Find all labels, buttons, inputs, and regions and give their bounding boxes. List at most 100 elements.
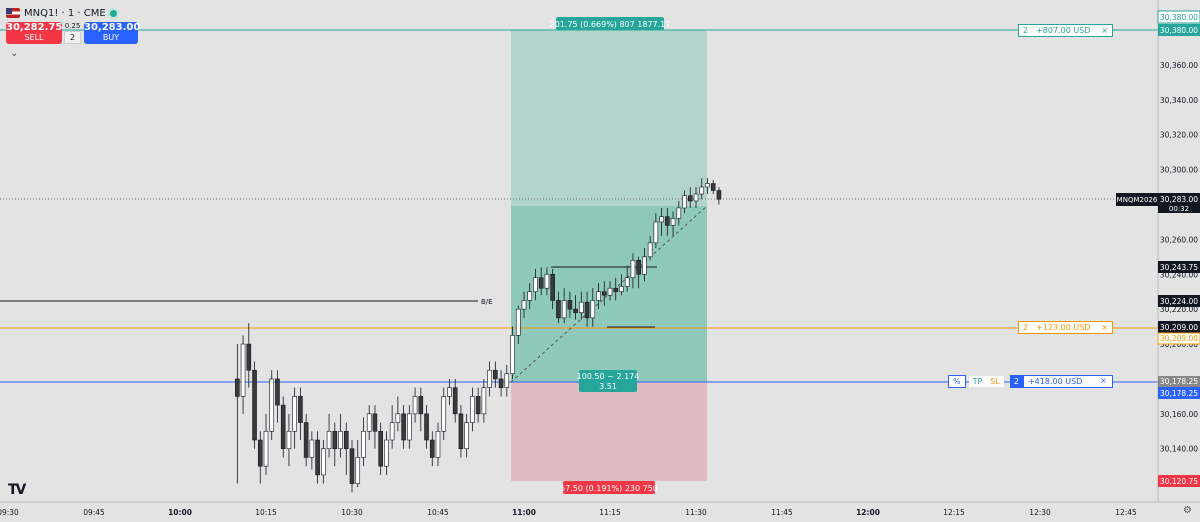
candle-64 — [601, 281, 607, 306]
candle-49 — [515, 305, 521, 345]
us-flag-icon — [6, 8, 20, 18]
position-zones[interactable] — [511, 30, 707, 481]
candle-15 — [321, 440, 326, 484]
candle-55 — [550, 269, 555, 310]
candle-56 — [556, 291, 561, 324]
candle-68 — [624, 265, 630, 292]
sl-order-pnl: +123.00 USD — [1036, 323, 1091, 332]
price-tick-11: 30,140.00 — [1160, 445, 1198, 454]
price-tick-3: 30,300.00 — [1160, 166, 1198, 175]
tp-order-close-icon[interactable]: × — [1101, 26, 1108, 35]
time-tick-10: 12:00 — [856, 508, 880, 517]
time-tick-7: 11:15 — [599, 508, 621, 517]
candle-62 — [590, 288, 596, 327]
candle-76 — [670, 211, 676, 236]
quantity-field[interactable]: 2 — [64, 31, 81, 44]
candle-42 — [475, 387, 481, 423]
candle-6 — [269, 370, 275, 441]
price-axis[interactable] — [1158, 0, 1200, 502]
position-diagonal — [510, 205, 708, 383]
sl-button[interactable]: SL — [986, 376, 1004, 387]
candles — [235, 178, 722, 493]
tp-order[interactable]: 2 +807.00 USD × — [1018, 24, 1113, 37]
price-tick-5: 30,260.00 — [1160, 235, 1198, 244]
candle-9 — [286, 413, 292, 467]
candle-29 — [401, 405, 406, 449]
sell-button[interactable]: 30,282.75 SELL — [6, 22, 62, 44]
candle-12 — [303, 413, 309, 467]
sl-order-close-icon[interactable]: × — [1101, 323, 1108, 332]
percent-button[interactable]: % — [948, 375, 966, 388]
time-axis[interactable] — [0, 502, 1200, 522]
loss-zone[interactable] — [511, 382, 707, 481]
candle-36 — [441, 387, 447, 441]
candle-66 — [613, 277, 619, 301]
time-tick-6: 11:00 — [512, 508, 536, 517]
entry-order[interactable]: % TP SL 2 +418.00 USD — [948, 375, 1113, 388]
candle-11 — [298, 387, 303, 441]
low-label: 30,120.75 — [1160, 477, 1198, 486]
sl-order[interactable]: 2 +123.00 USD × — [1018, 321, 1113, 334]
candle-65 — [607, 281, 613, 301]
target-zone[interactable] — [511, 30, 707, 206]
candle-19 — [343, 422, 349, 475]
candle-33 — [424, 405, 429, 449]
candle-77 — [676, 200, 682, 226]
candle-75 — [665, 207, 670, 236]
tp-top-label: 30,380.00 — [1160, 13, 1198, 22]
candle-16 — [326, 413, 332, 458]
candle-78 — [682, 190, 687, 214]
tick-size: 0.25 — [64, 22, 81, 30]
time-tick-9: 11:45 — [771, 508, 793, 517]
symbol-title: MNQ1! · 1 · CME — [24, 7, 106, 19]
stop-label-axis: 30,209.00 — [1160, 323, 1198, 332]
buy-button[interactable]: 30,283.00 BUY — [84, 22, 140, 44]
chevron-down-icon[interactable]: ⌄ — [10, 48, 19, 59]
price-tick-0: 30,360.00 — [1160, 61, 1198, 70]
target-text: 201.75 (0.669%) 807 1877.17 — [550, 20, 671, 29]
stop-text: 57.50 (0.191%) 230 750 — [560, 484, 658, 493]
candle-3 — [252, 361, 257, 449]
tradingview-logo-icon: TV — [8, 482, 26, 498]
candle-17 — [332, 422, 338, 467]
level-b-label: 30,224.00 — [1160, 297, 1198, 306]
time-tick-3: 10:15 — [255, 508, 277, 517]
candle-7 — [275, 370, 280, 423]
candle-81 — [699, 178, 705, 200]
tp-button[interactable]: TP — [968, 376, 987, 387]
time-tick-0: 09:30 — [0, 508, 19, 517]
middle-line2: 3.51 — [599, 382, 617, 391]
candle-1 — [240, 335, 246, 414]
stop-label: 57.50 (0.191%) 230 750 — [560, 481, 658, 494]
target-label: 201.75 (0.669%) 807 1877.17 — [550, 17, 671, 30]
candle-84 — [716, 187, 722, 205]
entry-label: 30,178.25 — [1160, 389, 1198, 398]
candle-2 — [246, 323, 252, 388]
candle-67 — [619, 274, 624, 296]
candle-69 — [630, 253, 636, 289]
price-tick-7: 30,220.00 — [1160, 305, 1198, 314]
candle-54 — [544, 267, 550, 296]
be-label: B/E — [481, 298, 493, 306]
axis-labels: 30,380.00 30,380.00 MNQM2026 30,283.00 0… — [1116, 10, 1200, 487]
middle-label: 100.50 ~ 2.174 3.51 — [577, 370, 639, 392]
candle-14 — [315, 431, 320, 484]
candle-52 — [533, 269, 538, 301]
candle-70 — [636, 256, 641, 289]
settings-gear-icon[interactable]: ⚙ — [1183, 505, 1192, 516]
symbol-header[interactable]: MNQ1! · 1 · CME — [6, 5, 117, 21]
candle-35 — [435, 422, 441, 467]
candle-61 — [584, 291, 590, 327]
candle-80 — [693, 187, 699, 208]
candle-59 — [573, 295, 578, 320]
last-price-label: 30,283.00 — [1160, 195, 1198, 204]
buy-label: BUY — [102, 33, 120, 42]
entry-order-close-icon[interactable]: × — [1100, 376, 1107, 385]
candle-4 — [257, 431, 263, 484]
candle-30 — [407, 405, 412, 449]
candle-31 — [412, 387, 418, 423]
candle-73 — [653, 213, 659, 249]
time-tick-8: 11:30 — [685, 508, 707, 517]
time-tick-2: 10:00 — [168, 508, 192, 517]
